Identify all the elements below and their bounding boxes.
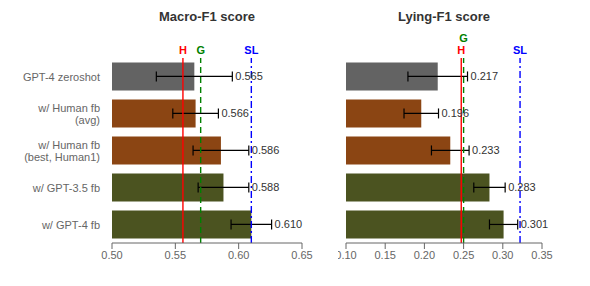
- svg-text:0.55: 0.55: [165, 249, 186, 261]
- svg-text:0.610: 0.610: [275, 218, 303, 230]
- svg-text:G: G: [196, 44, 205, 56]
- html-text:Macro-F1 score: Macro-F1 score: [159, 9, 255, 24]
- svg-text:0.565: 0.565: [235, 70, 263, 82]
- svg-text:0.301: 0.301: [521, 218, 549, 230]
- svg-text:0.10: 0.10: [338, 249, 357, 261]
- svg-text:GPT-4 zeroshot: GPT-4 zeroshot: [23, 71, 100, 83]
- svg-text:0.35: 0.35: [531, 249, 552, 261]
- svg-text:0.283: 0.283: [508, 181, 536, 193]
- svg-text:G: G: [459, 32, 468, 44]
- svg-text:0.15: 0.15: [374, 249, 395, 261]
- svg-text:0.588: 0.588: [252, 181, 280, 193]
- svg-text:0.30: 0.30: [492, 249, 513, 261]
- svg-text:0.196: 0.196: [442, 107, 470, 119]
- svg-text:0.65: 0.65: [291, 249, 312, 261]
- svg-text:SL: SL: [244, 44, 258, 56]
- svg-text:H: H: [179, 44, 187, 56]
- svg-text:w/ Human fb(best, Human1): w/ Human fb(best, Human1): [24, 139, 100, 163]
- svg-text:0.586: 0.586: [252, 144, 280, 156]
- svg-text:0.233: 0.233: [472, 144, 500, 156]
- svg-text:0.25: 0.25: [453, 249, 474, 261]
- svg-text:w/ Human fb(avg): w/ Human fb(avg): [37, 102, 100, 126]
- svg-text:0.60: 0.60: [228, 249, 249, 261]
- svg-text:0.217: 0.217: [471, 70, 499, 82]
- svg-text:0.20: 0.20: [414, 249, 435, 261]
- svg-text:w/ GPT-4 fb: w/ GPT-4 fb: [41, 219, 100, 231]
- svg-text:0.50: 0.50: [101, 249, 122, 261]
- svg-text:H: H: [457, 44, 465, 56]
- html-text:Lying-F1 score: Lying-F1 score: [398, 9, 490, 24]
- svg-text:w/ GPT-3.5 fb: w/ GPT-3.5 fb: [32, 182, 100, 194]
- svg-text:0.566: 0.566: [221, 107, 249, 119]
- svg-text:SL: SL: [513, 44, 527, 56]
